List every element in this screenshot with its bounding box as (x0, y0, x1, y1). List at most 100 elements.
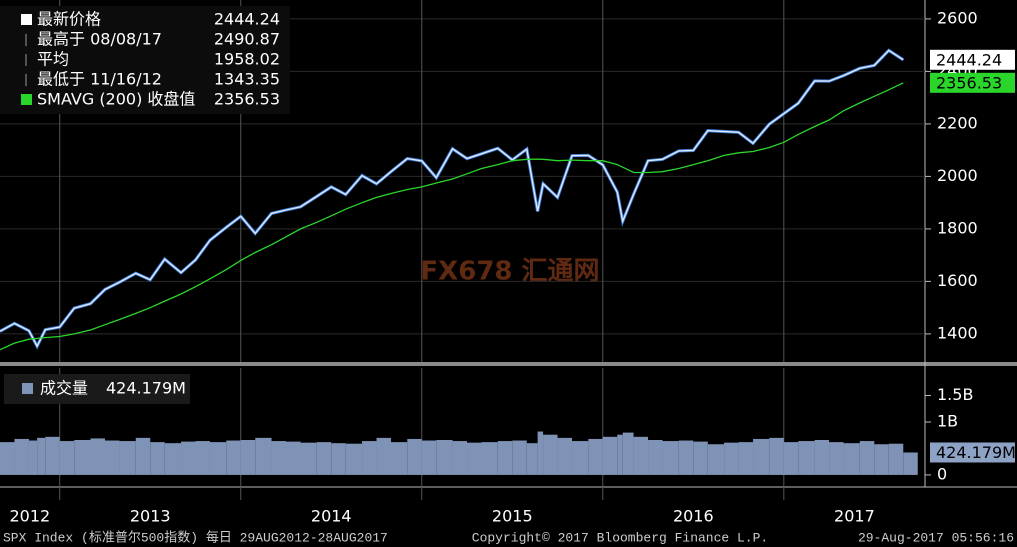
volume-bar (362, 441, 377, 475)
last-value-label: 2444.24 (936, 50, 1002, 69)
price-line (0, 49, 904, 348)
y-tick-label: 2200 (937, 113, 978, 132)
legend-label: 最低于 11/16/12 (37, 70, 162, 89)
volume-bar (497, 441, 513, 475)
panel-divider (0, 362, 1017, 366)
volume-bar (537, 431, 544, 475)
volume-bar (209, 442, 227, 475)
legend-value: 2356.53 (214, 90, 280, 109)
volume-bar (14, 438, 29, 475)
volume-bar (467, 442, 482, 475)
volume-bar (843, 443, 860, 475)
legend-label: 成交量 (40, 379, 88, 398)
legend-value: 2490.87 (214, 30, 280, 49)
volume-bar (421, 440, 437, 475)
volume-bar (119, 441, 136, 475)
volume-bar (59, 441, 75, 475)
volume-bar (226, 440, 241, 475)
last-value-label: 2356.53 (936, 73, 1002, 92)
volume-bar (45, 436, 60, 475)
volume-bar (859, 441, 875, 475)
legend-bg (4, 374, 190, 404)
panel: 0 1B 1.5B 424.179M 成交量 424.179M (0, 368, 1016, 500)
legend-swatch (22, 383, 33, 394)
volume-bar (543, 434, 558, 475)
footer-right: 29-Aug-2017 05:56:16 (858, 530, 1014, 545)
volume-bar (255, 437, 272, 475)
volume-bar (648, 440, 663, 475)
legend-value: 1958.02 (214, 50, 280, 69)
volume-bar (888, 443, 904, 475)
volume-bar (557, 437, 573, 475)
volume-bar (74, 440, 91, 475)
volume-bar (240, 440, 256, 475)
y-tick-label: 1B (937, 412, 958, 431)
volume-bar (769, 437, 784, 475)
volume-bar (738, 442, 754, 475)
volume-bar (798, 441, 815, 475)
volume-bar (181, 441, 196, 475)
legend: 最新价格 2444.24 最高于 08/08/17 2490.87 平均 1958.02 最… (0, 6, 290, 114)
volume-bar (407, 438, 422, 475)
legend-value: 1343.35 (214, 70, 280, 89)
volume-bar (90, 438, 105, 475)
legend-value: 424.179M (106, 379, 186, 398)
volume-bar (526, 443, 538, 475)
volume-bar (150, 442, 165, 475)
volume-bar (135, 437, 151, 475)
volume-bar (602, 436, 618, 475)
volume-bar (588, 438, 603, 475)
volume-bar (903, 452, 918, 475)
volume-bar (436, 440, 453, 475)
last-value-box (930, 49, 1015, 70)
volume-bar (104, 440, 120, 475)
volume-bar (622, 432, 634, 475)
volume-bar (783, 442, 799, 475)
legend-swatch (21, 14, 32, 25)
y-tick-label: 0 (937, 464, 947, 483)
x-tick-label: 2015 (492, 507, 533, 526)
volume-bar (814, 440, 830, 475)
volume-bar (617, 434, 623, 475)
y-tick-label: 1600 (937, 271, 978, 290)
volume-bar (633, 436, 649, 475)
footer-left: SPX Index (标准普尔500指数) 每日 29AUG2012-28AUG… (3, 529, 388, 545)
volume-bar (195, 441, 210, 475)
last-value-label: 424.179M (936, 443, 1016, 462)
volume-bar (572, 441, 589, 475)
legend-swatch (21, 94, 32, 105)
volume-bar (345, 443, 363, 475)
legend-label: 平均 (37, 50, 69, 69)
volume-bar (874, 444, 889, 475)
volume-bar (452, 441, 468, 475)
volume-bar (662, 441, 679, 475)
volume-bar (286, 441, 301, 475)
volume-bar (678, 440, 694, 475)
volume-bar (376, 437, 391, 475)
volume-bar (481, 442, 498, 475)
volume-bar (390, 442, 408, 475)
volume-bar (829, 442, 844, 475)
volume-bar (724, 442, 739, 475)
volume-bar (512, 440, 527, 475)
y-tick-label: 1800 (937, 218, 978, 237)
sma-line (0, 82, 904, 351)
y-tick-label: 2600 (937, 8, 978, 27)
volume-bar (0, 442, 15, 475)
last-value-box (930, 442, 1015, 463)
last-value-box (930, 72, 1015, 93)
volume-bar (300, 442, 317, 475)
x-tick-label: 2013 (130, 507, 171, 526)
legend-label: 最高于 08/08/17 (37, 30, 162, 49)
y-tick-label: 1400 (937, 323, 978, 342)
volume-bar (693, 441, 708, 475)
footer-center: Copyright© 2017 Bloomberg Finance L.P. (472, 530, 768, 545)
x-tick-label: 2014 (311, 507, 352, 526)
legend-label: 最新价格 (37, 10, 101, 29)
volume-bar (316, 442, 332, 475)
watermark: FX678 汇通网 (420, 257, 599, 287)
x-tick-label: 2016 (673, 507, 714, 526)
volume-bar (37, 437, 46, 475)
x-tick-label: 2017 (834, 507, 875, 526)
